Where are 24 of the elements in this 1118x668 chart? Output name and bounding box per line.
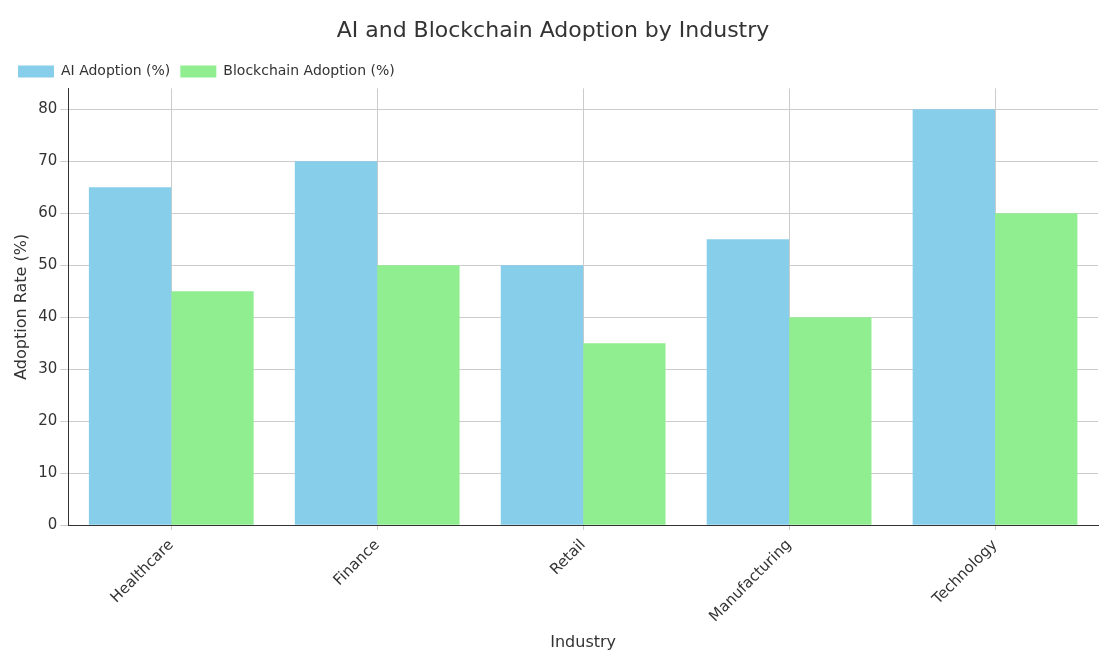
y-tick-label: 80 (38, 99, 58, 118)
bar (171, 291, 254, 525)
bar (706, 239, 790, 525)
chart-title: AI and Blockchain Adoption by Industry (336, 16, 770, 42)
y-tick-label: 0 (47, 515, 58, 534)
bar (789, 317, 872, 525)
bar (583, 343, 666, 525)
y-tick-label: 40 (38, 307, 58, 326)
legend-label: Blockchain Adoption (%) (223, 62, 395, 79)
bar (995, 213, 1078, 525)
y-tick-label: 50 (38, 255, 58, 274)
y-tick-label: 60 (38, 203, 58, 222)
bar (912, 109, 996, 525)
bar (294, 161, 378, 525)
bar (88, 187, 172, 525)
bar (500, 265, 584, 525)
x-axis-title: Industry (550, 631, 617, 651)
y-tick-label: 20 (38, 411, 58, 430)
y-tick-label: 70 (38, 151, 58, 170)
y-tick-label: 30 (38, 359, 58, 378)
y-axis-title: Adoption Rate (%) (10, 233, 30, 380)
bar (377, 265, 460, 525)
y-tick-label: 10 (38, 463, 58, 482)
legend-label: AI Adoption (%) (61, 62, 171, 79)
